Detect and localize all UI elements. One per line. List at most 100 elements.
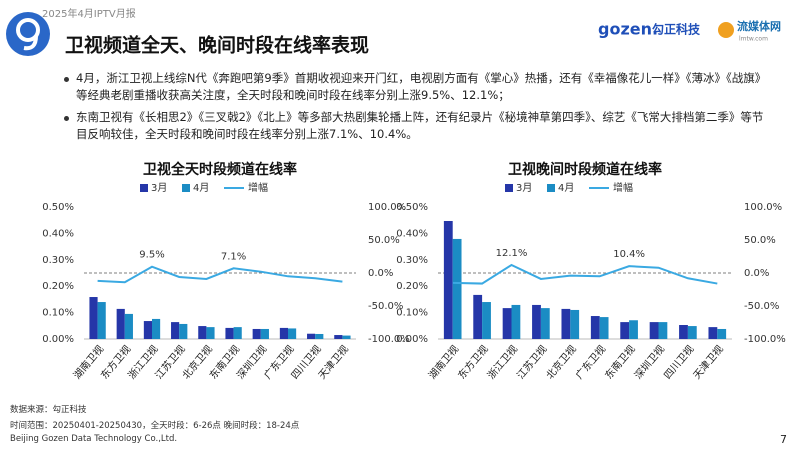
chart-title: 卫视全天时段频道在线率 (143, 161, 297, 178)
bar (532, 304, 541, 339)
y-tick-label: 0.00% (42, 334, 74, 345)
logo-mark (6, 12, 50, 56)
line (97, 265, 343, 284)
range-note: 时间范围：20250401-20250430，全天时段：6-26点 晚间时段：1… (10, 421, 300, 431)
bar (649, 322, 659, 339)
y2-tick-label: -100.0% (368, 334, 410, 345)
bar (590, 316, 600, 339)
legend-label: 3月 (151, 182, 167, 194)
bar (502, 308, 512, 339)
bar (171, 322, 180, 339)
y2-tick-label: -50.0% (368, 301, 403, 312)
logo-cn: 勾正科技 (652, 22, 701, 37)
y-tick-label: 0.10% (42, 308, 74, 319)
y2-tick-label: 50.0% (368, 235, 400, 246)
y-tick-label: 0.50% (396, 202, 428, 213)
x-tick-label: 四川卫视 (661, 343, 697, 382)
bar (540, 308, 550, 339)
y-tick-label: 0.10% (396, 308, 428, 319)
bullet: 4月，浙江卫视上线综N代《奔跑吧第9季》首期收视迎来开门红，电视剧方面有《掌心》… (62, 70, 772, 104)
logo2-url: lmtw.com (739, 36, 768, 43)
bar (570, 309, 580, 339)
page-title: 卫视频道全天、晚间时段在线率表现 (65, 34, 369, 57)
legend-label: 4月 (558, 182, 574, 194)
bar (511, 304, 521, 339)
bar (561, 308, 571, 339)
legend-swatch (505, 184, 513, 192)
legend-swatch (140, 184, 148, 192)
bar (206, 327, 215, 339)
y2-tick-label: 0.0% (368, 268, 393, 279)
bar (116, 308, 125, 339)
x-tick-label: 东南卫视 (602, 343, 638, 382)
legend-swatch (182, 184, 190, 192)
bar (124, 313, 133, 339)
bar (679, 325, 688, 339)
page-number: 7 (780, 433, 787, 446)
chart-title: 卫视晚间时段频道在线率 (508, 161, 662, 178)
bar (599, 317, 609, 339)
x-tick-label: 深圳卫视 (631, 343, 667, 382)
x-tick-label: 浙江卫视 (484, 343, 520, 382)
bar (443, 220, 453, 339)
y-tick-label: 0.30% (42, 255, 74, 266)
bar (288, 328, 297, 339)
bar (620, 322, 630, 339)
bar (89, 297, 98, 339)
bar (315, 333, 324, 339)
bar (252, 328, 261, 339)
y2-tick-label: -100.0% (744, 334, 786, 345)
legend-label: 3月 (516, 182, 532, 194)
y-tick-label: 0.40% (396, 228, 428, 239)
y-tick-label: 0.40% (42, 228, 74, 239)
bullet-list: 4月，浙江卫视上线综N代《奔跑吧第9季》首期收视迎来开门红，电视剧方面有《掌心》… (62, 70, 772, 148)
x-tick-label: 湖南卫视 (426, 343, 462, 382)
y2-tick-label: 100.0% (368, 202, 406, 213)
data-label: 12.1% (496, 248, 528, 259)
bar (198, 326, 207, 339)
data-label: 7.1% (221, 251, 246, 262)
y2-tick-label: 50.0% (744, 235, 776, 246)
bar (687, 326, 697, 339)
data-label: 10.4% (613, 249, 645, 260)
line (452, 263, 718, 285)
y-tick-label: 0.00% (396, 334, 428, 345)
bar (334, 335, 343, 339)
logo-mark-ring (16, 18, 40, 42)
y2-tick-label: 100.0% (744, 202, 782, 213)
report-name: 2025年4月IPTV月报 (42, 7, 136, 20)
y2-tick-label: -50.0% (744, 301, 779, 312)
bar (97, 302, 106, 339)
y-tick-label: 0.30% (396, 255, 428, 266)
x-tick-label: 广东卫视 (573, 343, 609, 382)
legend-swatch (547, 184, 555, 192)
bar (307, 333, 316, 339)
bar (143, 321, 152, 339)
bar (452, 238, 462, 339)
x-tick-label: 北京卫视 (543, 343, 579, 382)
x-tick-label: 江苏卫视 (514, 343, 550, 382)
legend-label: 4月 (193, 182, 209, 194)
bar (279, 327, 288, 339)
legend-label: 增幅 (248, 181, 268, 194)
y-tick-label: 0.50% (42, 202, 74, 213)
logo-brand: gozen. (598, 20, 658, 39)
y-tick-label: 0.20% (42, 281, 74, 292)
x-tick-label: 东方卫视 (455, 343, 491, 382)
company: Beijing Gozen Data Technology Co.,Ltd. (10, 434, 178, 444)
logo-mark-tail (23, 35, 38, 51)
bar (708, 327, 718, 339)
bar (233, 327, 242, 339)
bar (342, 335, 351, 339)
x-tick-label: 天津卫视 (690, 343, 726, 382)
bar (179, 323, 188, 339)
bar (473, 294, 483, 339)
bullet: 东南卫视有《长相思2》《三叉戟2》《北上》等多部大热剧集轮播上阵，还有纪录片《秘… (62, 109, 772, 143)
y-tick-label: 0.20% (396, 281, 428, 292)
data-label: 9.5% (139, 250, 164, 261)
bar (225, 327, 234, 339)
bar (658, 322, 668, 339)
logo2-cn: 流媒体网 (737, 19, 781, 33)
